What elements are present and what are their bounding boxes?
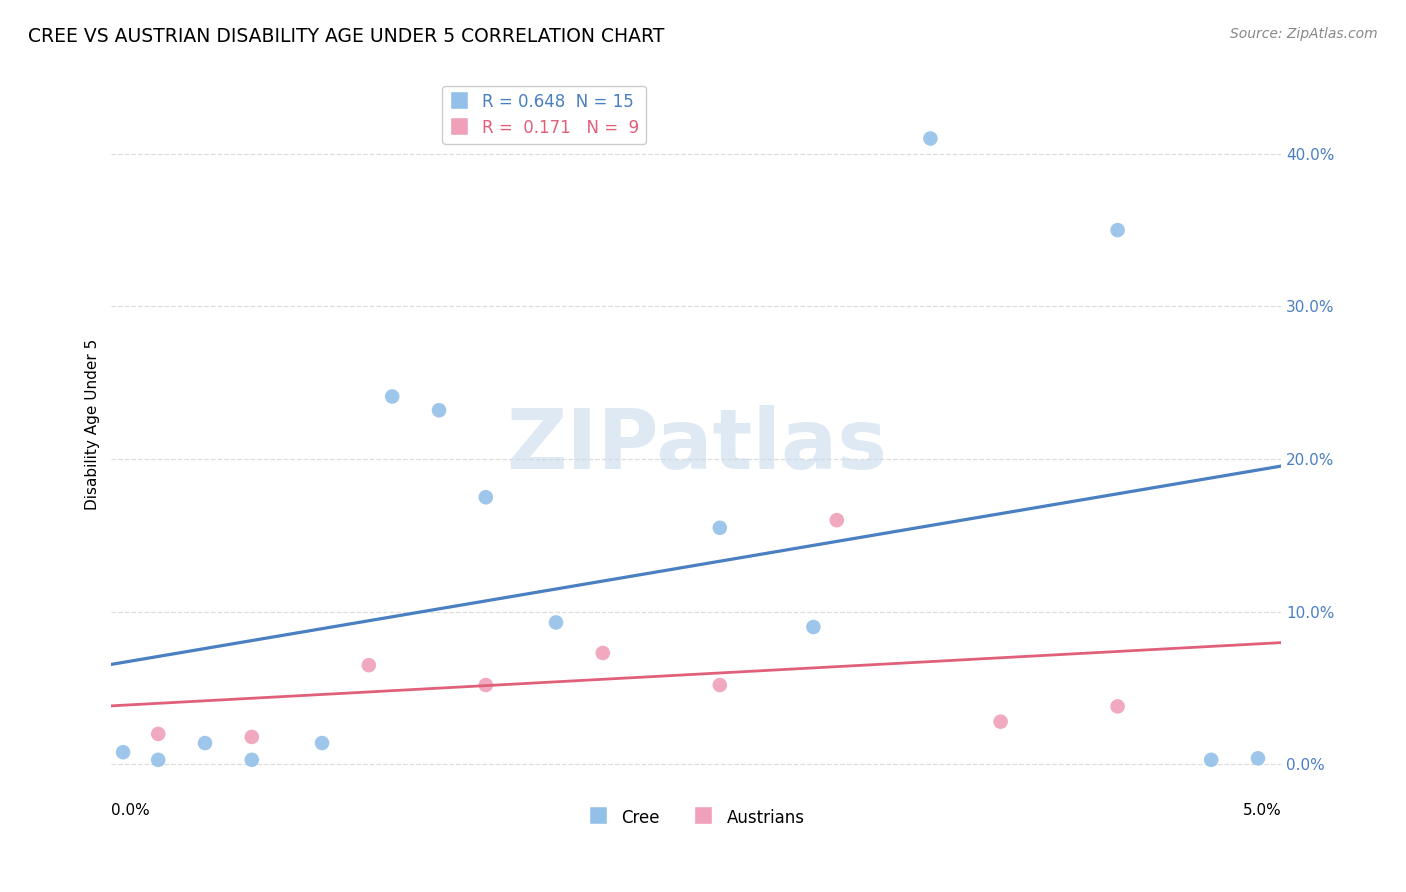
Point (240, 753, 263, 767)
Point (112, 745, 135, 759)
Point (475, 678, 498, 692)
Point (148, 753, 170, 767)
Point (990, 714, 1012, 729)
Point (357, 658, 380, 673)
Text: ZIPatlas: ZIPatlas (506, 405, 887, 486)
Text: 0.0%: 0.0% (111, 803, 150, 818)
Point (709, 521, 731, 535)
Point (1247, 751, 1270, 765)
Point (240, 730, 263, 744)
Point (194, 736, 217, 750)
Point (311, 736, 333, 750)
Point (1107, 699, 1129, 714)
Point (1107, 223, 1129, 237)
Point (544, 615, 567, 630)
Point (592, 646, 614, 660)
Point (148, 727, 170, 741)
Point (1199, 753, 1222, 767)
Point (803, 620, 825, 634)
Point (475, 490, 498, 504)
Text: CREE VS AUSTRIAN DISABILITY AGE UNDER 5 CORRELATION CHART: CREE VS AUSTRIAN DISABILITY AGE UNDER 5 … (28, 27, 665, 45)
Y-axis label: Disability Age Under 5: Disability Age Under 5 (86, 339, 100, 510)
Point (825, 513, 848, 527)
Point (920, 131, 942, 145)
Point (427, 403, 450, 417)
Legend: Cree, Austrians: Cree, Austrians (582, 802, 811, 833)
Text: 5.0%: 5.0% (1243, 803, 1281, 818)
Point (381, 390, 404, 404)
Text: Source: ZipAtlas.com: Source: ZipAtlas.com (1230, 27, 1378, 41)
Point (709, 678, 731, 692)
